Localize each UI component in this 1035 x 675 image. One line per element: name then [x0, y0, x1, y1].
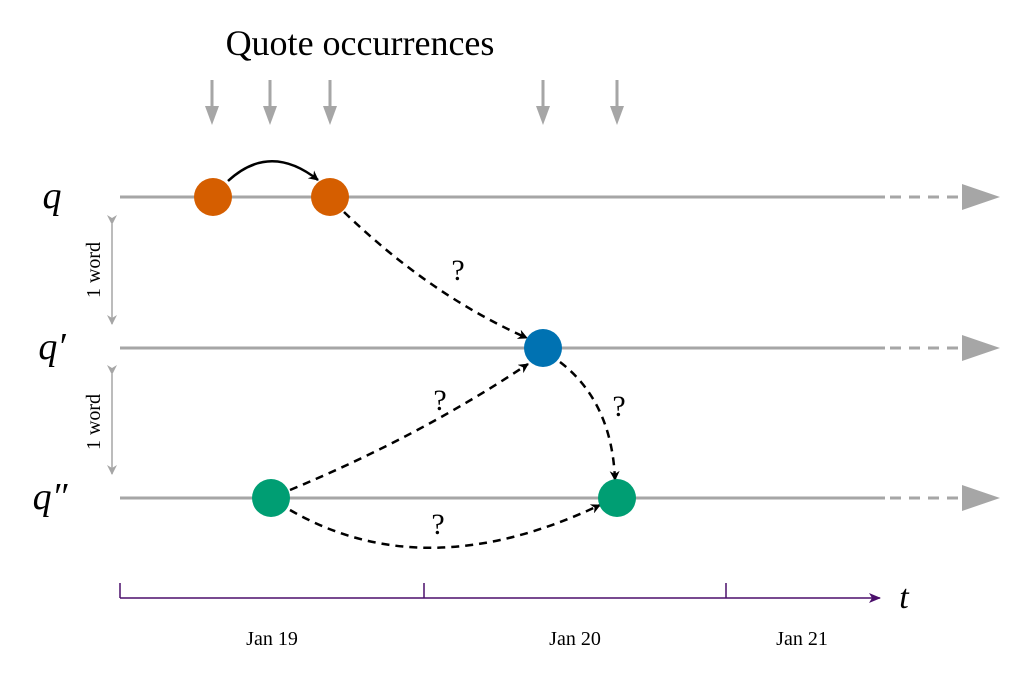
occurrence-arrow [536, 80, 550, 125]
diagram-title: Quote occurrences [226, 23, 495, 63]
uncertain-edge [559, 361, 620, 481]
occurrence-arrow [263, 80, 277, 125]
word-gap-marker: 1 word [83, 365, 117, 475]
edge-question-mark: ? [431, 508, 444, 541]
quote-node-q [311, 178, 349, 216]
edge-question-mark: ? [612, 390, 625, 423]
axis-variable-label: t [899, 579, 910, 616]
word-gap-label: 1 word [83, 394, 105, 450]
uncertain-edge [289, 362, 529, 492]
time-axis: t Jan 19 Jan 20 Jan 21 [119, 579, 910, 650]
axis-day-label: Jan 20 [549, 628, 601, 650]
uncertain-edge [289, 503, 601, 550]
quote-node-q-double-prime [252, 479, 290, 517]
lane-label-q-double-prime: q″ [33, 476, 69, 518]
lane-arrowhead [962, 335, 1000, 361]
word-gap-label: 1 word [83, 242, 105, 298]
occurrence-arrow [205, 80, 219, 125]
lane-q [120, 184, 1000, 210]
quote-node-q-double-prime [598, 479, 636, 517]
lane-q-prime [120, 335, 1000, 361]
solid-edge [227, 160, 319, 182]
occurrence-arrow [610, 80, 624, 125]
edge-question-mark: ? [451, 254, 464, 287]
lane-label-q-prime: q′ [38, 326, 66, 368]
axis-day-label: Jan 21 [776, 628, 828, 650]
quote-occurrence-markers [205, 80, 624, 125]
uncertain-edge [343, 211, 528, 340]
occurrence-arrow [323, 80, 337, 125]
edge-question-mark: ? [433, 384, 446, 417]
quote-node-q-prime [524, 329, 562, 367]
edges [227, 160, 620, 550]
axis-day-label: Jan 19 [246, 628, 298, 650]
lane-arrowhead [962, 184, 1000, 210]
word-gap-marker: 1 word [83, 215, 117, 325]
lane-q-double-prime [120, 485, 1000, 511]
lane-arrowhead [962, 485, 1000, 511]
lane-label-q: q [43, 175, 62, 217]
quote-node-q [194, 178, 232, 216]
